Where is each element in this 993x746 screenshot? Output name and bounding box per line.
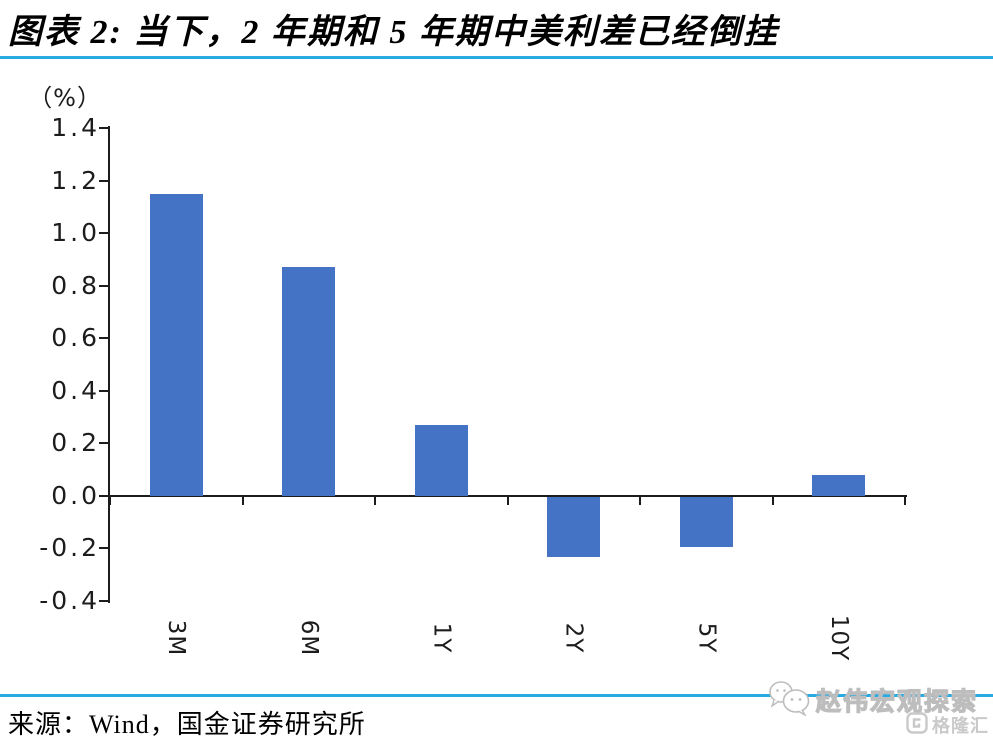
x-category-label-text: 2Y [560,622,587,654]
x-category-label-text: 1Y [428,622,455,654]
page-title: 图表 2: 当下，2 年期和 5 年期中美利差已经倒挂 [8,14,779,51]
y-tick [99,127,108,129]
y-tick-label: 0.0 [51,480,100,510]
y-tick [99,442,108,445]
y-tick [99,547,108,550]
y-tick [99,232,108,235]
gelonghui-logo: 格隆汇 [906,712,989,738]
y-tick [99,284,108,287]
x-tick [109,496,111,505]
wechat-bubbles-icon [768,680,810,720]
y-tick-label: 0.6 [51,323,100,353]
y-tick [99,494,108,497]
x-category-label: 6M [269,606,349,670]
x-tick [771,496,774,505]
watermark-account-name: 赵伟宏观探索 [815,686,979,716]
top-divider-rule [0,56,993,59]
y-tick-label: 1.0 [51,218,100,248]
x-category-label-text: 3M [163,619,190,657]
y-tick-label: -0.2 [39,533,100,563]
y-tick-label: 0.8 [51,270,100,300]
bar-5y [679,496,733,547]
bar-6m [282,267,336,496]
y-tick [99,389,108,392]
x-tick [639,496,641,505]
y-tick [99,179,108,182]
y-tick-label: 1.4 [51,113,100,142]
y-tick-label: -0.4 [39,586,100,615]
y-tick [99,600,108,602]
bar-3m [149,193,203,496]
x-tick [374,496,376,505]
gelonghui-logo-text: 格隆汇 [932,716,989,737]
x-category-label-text: 6M [295,619,322,657]
x-category-label-text: 10Y [825,614,852,662]
x-category-label: 2Y [534,606,614,670]
x-category-label: 10Y [799,606,879,670]
x-tick [506,496,509,505]
x-category-label: 5Y [666,606,746,670]
bar-2y [547,496,601,558]
watermark: 赵伟宏观探索 [768,680,978,720]
x-tick [241,496,244,505]
y-axis-line [108,126,110,603]
gelonghui-logo-icon [906,712,928,738]
y-tick-label: 1.2 [51,165,100,195]
bar-10y [812,474,866,496]
x-axis-line [108,494,907,497]
y-tick [99,337,108,340]
x-category-label: 1Y [401,606,481,670]
x-category-label: 3M [136,606,216,670]
x-tick [904,496,906,505]
bottom-divider-rule [0,694,993,697]
y-tick-label: 0.4 [51,375,100,405]
bar-1y [414,424,468,496]
y-tick-label: 0.2 [51,428,100,458]
source-note: 来源：Wind，国金证券研究所 [8,710,366,739]
x-category-label-text: 5Y [693,622,720,654]
